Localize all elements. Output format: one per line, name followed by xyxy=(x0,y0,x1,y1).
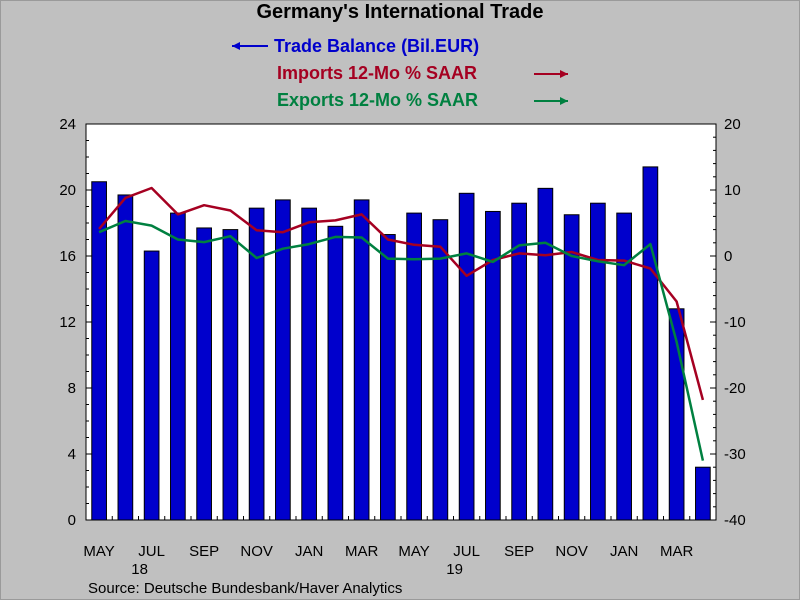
bar-trade-balance xyxy=(222,229,239,521)
line-series xyxy=(98,186,705,461)
x-axis-tick-label: JUL xyxy=(453,543,480,560)
x-axis-year-label: 18 xyxy=(131,561,148,578)
right-axis-tick-label: -30 xyxy=(724,446,746,463)
left-axis-tick-label: 12 xyxy=(59,314,76,331)
legend-imports: Imports 12-Mo % SAAR xyxy=(277,63,568,83)
x-axis-tick-label: SEP xyxy=(504,543,534,560)
bar-trade-balance xyxy=(432,219,449,521)
right-axis-tick-label: 0 xyxy=(724,248,732,265)
bar-trade-balance xyxy=(301,207,317,521)
left-axis-tick-label: 8 xyxy=(68,380,76,397)
right-axis-tick-label: -40 xyxy=(724,512,746,529)
source-note: Source: Deutsche Bundesbank/Haver Analyt… xyxy=(88,580,402,597)
bar-trade-balance xyxy=(590,202,606,521)
bar-trade-balance xyxy=(196,227,212,521)
bar-trade-balance xyxy=(380,234,396,521)
x-axis-tick-label: JAN xyxy=(610,543,638,560)
legend-label-imports: Imports 12-Mo % SAAR xyxy=(277,63,477,83)
exports-line xyxy=(98,219,705,461)
bar-series-trade-balance xyxy=(91,166,711,521)
x-axis-tick-label: MAY xyxy=(398,543,429,560)
legend-label-exports: Exports 12-Mo % SAAR xyxy=(277,90,478,110)
x-axis-tick-label: MAR xyxy=(660,543,694,560)
bar-trade-balance xyxy=(327,225,344,521)
imports-line xyxy=(98,186,705,401)
right-axis: -40 -30 -20 -10 0 10 20 xyxy=(710,116,746,529)
left-axis-tick-label: 20 xyxy=(59,182,76,199)
legend-exports: Exports 12-Mo % SAAR xyxy=(277,90,568,110)
legend-trade-balance: Trade Balance (Bil.EUR) xyxy=(232,36,479,56)
bar-trade-balance xyxy=(563,214,580,521)
right-axis-tick-label: -20 xyxy=(724,380,746,397)
bar-trade-balance xyxy=(353,199,370,521)
right-axis-tick-label: 10 xyxy=(724,182,741,199)
right-axis-tick-label: -10 xyxy=(724,314,746,331)
bar-trade-balance xyxy=(458,192,475,521)
legend: Trade Balance (Bil.EUR) Imports 12-Mo % … xyxy=(232,36,568,110)
x-axis-tick-label: JUL xyxy=(138,543,165,560)
left-axis-tick-label: 0 xyxy=(68,512,76,529)
bar-trade-balance xyxy=(695,466,711,521)
x-axis-tick-label: NOV xyxy=(240,543,273,560)
right-axis-tick-label: 20 xyxy=(724,116,741,133)
x-axis-tick-label: MAR xyxy=(345,543,379,560)
bar-trade-balance xyxy=(511,202,527,521)
bar-trade-balance xyxy=(537,187,554,521)
left-axis: 0 4 8 12 16 20 24 xyxy=(59,116,92,529)
plot-area xyxy=(86,124,716,520)
bar-trade-balance xyxy=(642,166,659,521)
bar-trade-balance xyxy=(616,212,632,521)
legend-label-trade-balance: Trade Balance (Bil.EUR) xyxy=(274,36,479,56)
left-axis-tick-label: 24 xyxy=(59,116,76,133)
bar-trade-balance xyxy=(91,181,107,521)
left-axis-tick-label: 4 xyxy=(68,446,76,463)
x-axis-year-label: 19 xyxy=(446,561,463,578)
bar-trade-balance xyxy=(170,212,186,521)
chart-title: Germany's International Trade xyxy=(256,1,543,23)
x-axis: MAY JUL SEP NOV JAN MAR MAY JUL SEP NOV JAN MAR 18 19 xyxy=(83,516,717,578)
x-axis-tick-label: SEP xyxy=(189,543,219,560)
left-axis-tick-label: 16 xyxy=(59,248,76,265)
x-axis-tick-label: MAY xyxy=(83,543,114,560)
x-axis-tick-label: JAN xyxy=(295,543,323,560)
x-axis-tick-label: NOV xyxy=(555,543,588,560)
bar-trade-balance xyxy=(117,194,134,521)
bar-trade-balance xyxy=(143,250,160,521)
